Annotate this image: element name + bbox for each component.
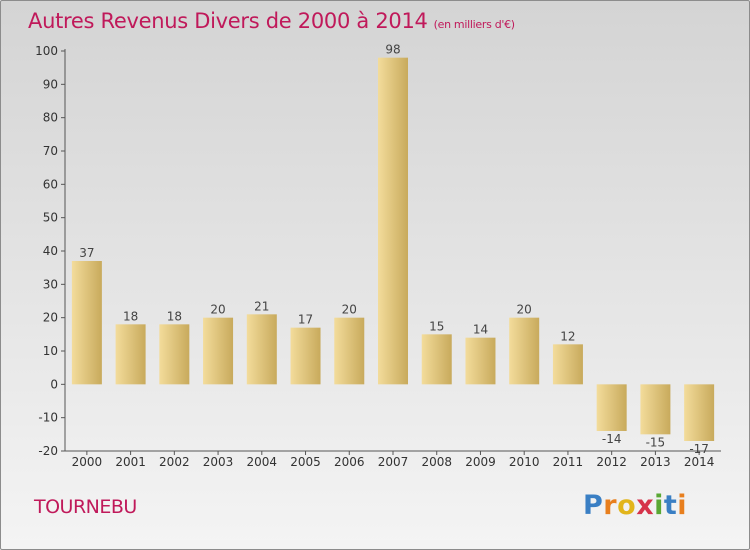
data-label: 20 xyxy=(342,303,357,317)
bar xyxy=(334,317,365,385)
commune-name: TOURNEBU xyxy=(34,496,137,518)
y-tick-label: -10 xyxy=(38,411,58,425)
y-tick-label: 0 xyxy=(50,377,58,391)
x-tick-label: 2006 xyxy=(334,455,365,469)
bar xyxy=(465,337,496,385)
bar xyxy=(421,334,452,385)
x-tick-label: 2011 xyxy=(553,455,584,469)
data-label: 17 xyxy=(298,313,313,327)
data-label: 12 xyxy=(560,329,575,343)
y-tick-label: 50 xyxy=(43,211,58,225)
y-tick-label: 70 xyxy=(43,144,58,158)
x-tick-label: 2007 xyxy=(378,455,409,469)
logo-letter: P xyxy=(583,490,604,521)
bar xyxy=(640,384,671,435)
y-tick-label: 60 xyxy=(43,177,58,191)
title-text: Autres Revenus Divers de 2000 à 2014 xyxy=(28,9,428,33)
data-label: 20 xyxy=(517,303,532,317)
data-label: -17 xyxy=(689,442,709,456)
x-tick-label: 2003 xyxy=(203,455,234,469)
data-label: 37 xyxy=(79,246,94,260)
x-tick-label: 2013 xyxy=(640,455,671,469)
data-label: -15 xyxy=(646,435,666,449)
x-tick-label: 2010 xyxy=(509,455,540,469)
x-tick-label: 2002 xyxy=(159,455,190,469)
logo-letter: i xyxy=(654,490,664,521)
y-tick-label: 10 xyxy=(43,344,58,358)
data-label: 14 xyxy=(473,323,488,337)
bar xyxy=(378,57,408,385)
data-label: 98 xyxy=(385,43,400,57)
bar xyxy=(552,344,583,385)
bar xyxy=(159,324,190,385)
x-tick-label: 2005 xyxy=(290,455,321,469)
data-label: 20 xyxy=(210,303,225,317)
y-tick-label: 80 xyxy=(43,111,58,125)
data-label: 18 xyxy=(123,309,138,323)
logo-letter: r xyxy=(603,490,618,521)
bar xyxy=(203,317,234,385)
x-tick-label: 2000 xyxy=(72,455,103,469)
logo-letter: o xyxy=(617,490,637,521)
logo-letter: x xyxy=(636,490,655,521)
data-label: 15 xyxy=(429,319,444,333)
y-tick-label: 90 xyxy=(43,77,58,91)
bar xyxy=(290,327,321,385)
data-label: 18 xyxy=(167,309,182,323)
bar xyxy=(246,314,277,385)
x-tick-label: 2012 xyxy=(596,455,627,469)
y-tick-label: 100 xyxy=(35,44,58,58)
x-tick-label: 2014 xyxy=(684,455,715,469)
chart-title: Autres Revenus Divers de 2000 à 2014 (en … xyxy=(28,9,515,33)
bar xyxy=(684,384,715,441)
y-tick-label: -20 xyxy=(38,444,58,458)
bar xyxy=(596,384,627,431)
logo-letter: t xyxy=(663,490,678,521)
bar xyxy=(71,261,102,385)
proxiti-logo: Proxiti xyxy=(583,490,687,521)
data-label: -14 xyxy=(602,432,622,446)
logo-letter: i xyxy=(677,490,688,521)
title-unit: (en milliers d'€) xyxy=(433,18,515,31)
x-tick-label: 2009 xyxy=(465,455,496,469)
x-tick-label: 2004 xyxy=(247,455,278,469)
x-tick-label: 2008 xyxy=(421,455,452,469)
bar xyxy=(509,317,540,385)
x-tick-label: 2001 xyxy=(115,455,146,469)
data-label: 21 xyxy=(254,299,269,313)
y-tick-label: 40 xyxy=(43,244,58,258)
y-tick-label: 20 xyxy=(43,311,58,325)
y-tick-label: 30 xyxy=(43,277,58,291)
bar xyxy=(115,324,146,385)
